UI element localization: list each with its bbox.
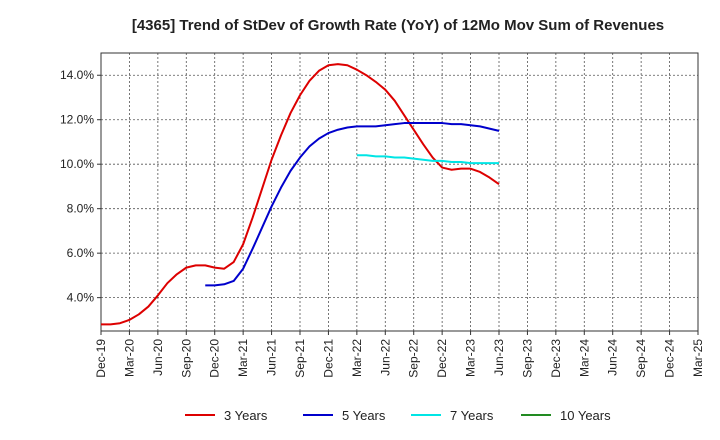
x-tick-label: Sep-22 [407,339,421,378]
y-tick-label: 12.0% [60,113,94,127]
x-tick-label: Mar-22 [350,339,364,377]
x-tick-label: Jun-22 [378,339,392,376]
y-tick-label: 6.0% [67,246,95,260]
x-tick-label: Mar-23 [464,339,478,377]
legend-label: 7 Years [450,408,494,423]
legend-label: 5 Years [342,408,386,423]
x-tick-label: Dec-21 [321,339,335,378]
x-tick-label: Jun-20 [151,339,165,376]
series-line-3-years [101,63,500,326]
series-line-7-years [356,154,499,165]
legend-label: 3 Years [224,408,268,423]
x-tick-label: Dec-23 [549,339,563,378]
y-tick-label: 10.0% [60,157,94,171]
x-tick-label: Dec-19 [94,339,108,378]
x-tick-label: Dec-24 [663,339,677,378]
y-tick-label: 4.0% [67,291,95,305]
x-tick-label: Mar-24 [577,339,591,377]
series-line-5-years [205,122,500,287]
legend-label: 10 Years [560,408,611,423]
legend: 3 Years 5 Years 7 Years 10 Years [185,408,611,423]
y-tick-label: 8.0% [67,202,95,216]
x-tick-label: Mar-20 [122,339,136,377]
x-tick-label: Sep-23 [520,339,534,378]
x-tick-label: Jun-23 [492,339,506,376]
x-tick-label: Dec-22 [435,339,449,378]
grid [101,53,698,331]
x-tick-label: Mar-25 [691,339,705,377]
x-tick-label: Sep-21 [293,339,307,378]
x-tick-label: Mar-21 [236,339,250,377]
chart-title: [4365] Trend of StDev of Growth Rate (Yo… [132,17,664,34]
plot-frame [100,52,699,332]
x-tick-label: Sep-24 [634,339,648,378]
x-tick-label: Jun-21 [265,339,279,376]
x-axis: Dec-19 Mar-20 Jun-20 Sep-20 Dec-20 Mar-21 Jun-… [94,331,705,378]
y-axis: 4.0% 6.0% 8.0% 10.0% 12.0% 14.0% [60,68,101,305]
y-tick-label: 14.0% [60,68,94,82]
x-tick-label: Dec-20 [208,339,222,378]
x-tick-label: Sep-20 [179,339,193,378]
series-group [101,63,500,326]
x-tick-label: Jun-24 [606,339,620,376]
